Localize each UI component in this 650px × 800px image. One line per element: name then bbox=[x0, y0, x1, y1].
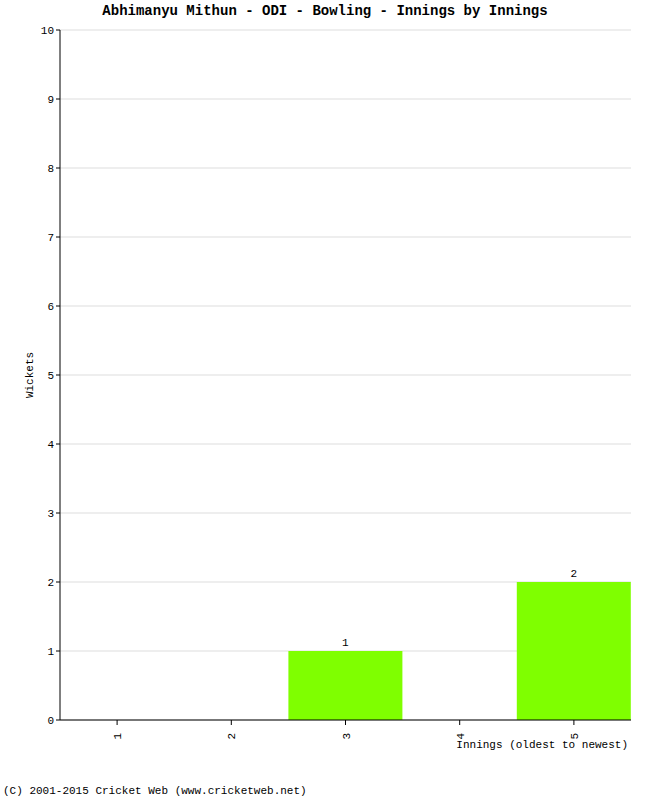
svg-text:2: 2 bbox=[47, 577, 54, 589]
svg-text:3: 3 bbox=[341, 733, 353, 740]
svg-text:1: 1 bbox=[342, 637, 349, 649]
svg-text:1: 1 bbox=[112, 733, 124, 740]
html-text:Innings (oldest to newest): Innings (oldest to newest) bbox=[456, 739, 628, 751]
svg-text:2: 2 bbox=[570, 568, 577, 580]
svg-text:0: 0 bbox=[47, 715, 54, 727]
svg-text:1: 1 bbox=[47, 646, 54, 658]
html-text:Wickets: Wickets bbox=[24, 351, 36, 399]
svg-text:5: 5 bbox=[569, 733, 581, 740]
svg-text:4: 4 bbox=[455, 733, 467, 740]
html-text:(C) 2001-2015 Cricket Web (www: (C) 2001-2015 Cricket Web (www.cricketwe… bbox=[3, 785, 307, 797]
svg-text:2: 2 bbox=[226, 733, 238, 740]
svg-text:9: 9 bbox=[47, 94, 54, 106]
svg-text:5: 5 bbox=[47, 370, 54, 382]
svg-text:10: 10 bbox=[41, 25, 54, 37]
svg-text:6: 6 bbox=[47, 301, 54, 313]
html-text:Abhimanyu Mithun - ODI - Bowli: Abhimanyu Mithun - ODI - Bowling - Innin… bbox=[102, 3, 548, 19]
svg-text:7: 7 bbox=[47, 232, 54, 244]
svg-text:4: 4 bbox=[47, 439, 54, 451]
svg-text:8: 8 bbox=[47, 163, 54, 175]
svg-text:3: 3 bbox=[47, 508, 54, 520]
